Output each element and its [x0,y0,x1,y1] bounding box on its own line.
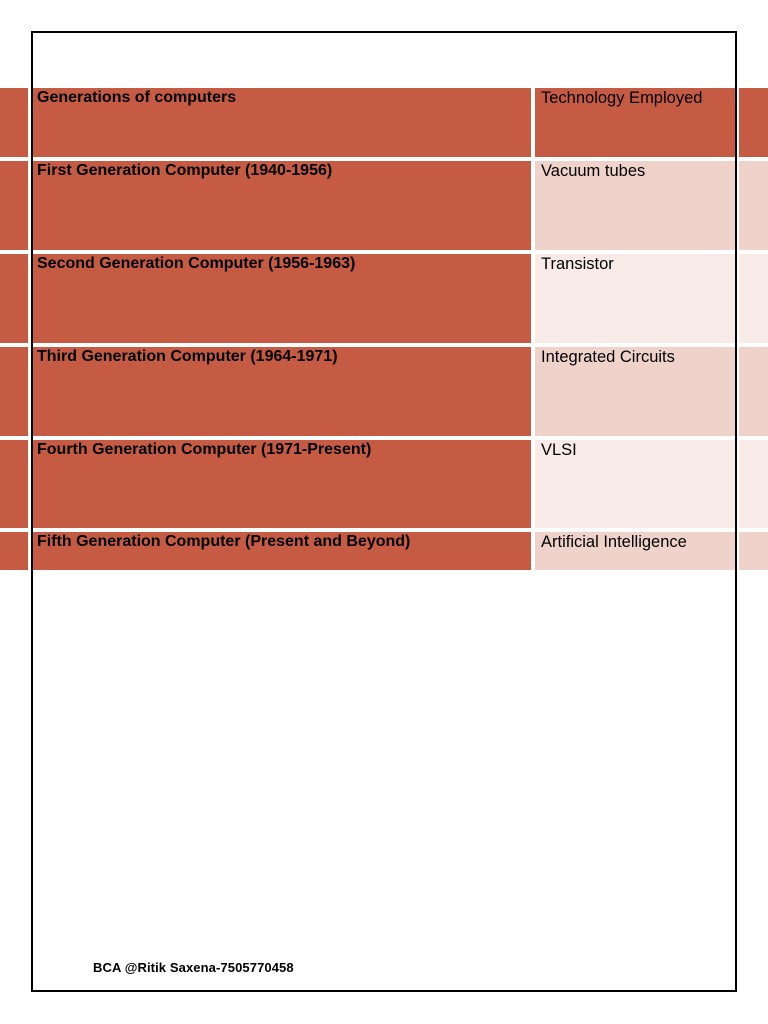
table-right-bleed-cell [739,161,768,250]
table-cell-generation: Second Generation Computer (1956-1963) [32,254,531,343]
table-cell-technology: Artificial Intelligence [535,532,735,570]
table-header-generations: Generations of computers [32,88,531,157]
table-cell-technology: Transistor [535,254,735,343]
footer-credit: BCA @Ritik Saxena-7505770458 [93,960,294,975]
table-cell-generation: Fifth Generation Computer (Present and B… [32,532,531,570]
table-cell-generation: First Generation Computer (1940-1956) [32,161,531,250]
table-right-bleed-cell [739,347,768,436]
table-cell-generation: Fourth Generation Computer (1971-Present… [32,440,531,528]
table-left-bleed-cell [0,161,28,250]
table-right-bleed-cell [739,88,768,157]
table-cell-technology: Vacuum tubes [535,161,735,250]
table-left-bleed-cell [0,254,28,343]
table-right-bleed-cell [739,254,768,343]
table-cell-technology: Integrated Circuits [535,347,735,436]
table-left-bleed-cell [0,347,28,436]
generations-table: Generations of computers Technology Empl… [0,88,768,570]
table-cell-technology: VLSI [535,440,735,528]
table-left-bleed-cell [0,88,28,157]
table-left-bleed-cell [0,532,28,570]
table-right-bleed-cell [739,532,768,570]
table-cell-generation: Third Generation Computer (1964-1971) [32,347,531,436]
table-right-bleed-cell [739,440,768,528]
table-header-technology: Technology Employed [535,88,735,157]
table-left-bleed-cell [0,440,28,528]
